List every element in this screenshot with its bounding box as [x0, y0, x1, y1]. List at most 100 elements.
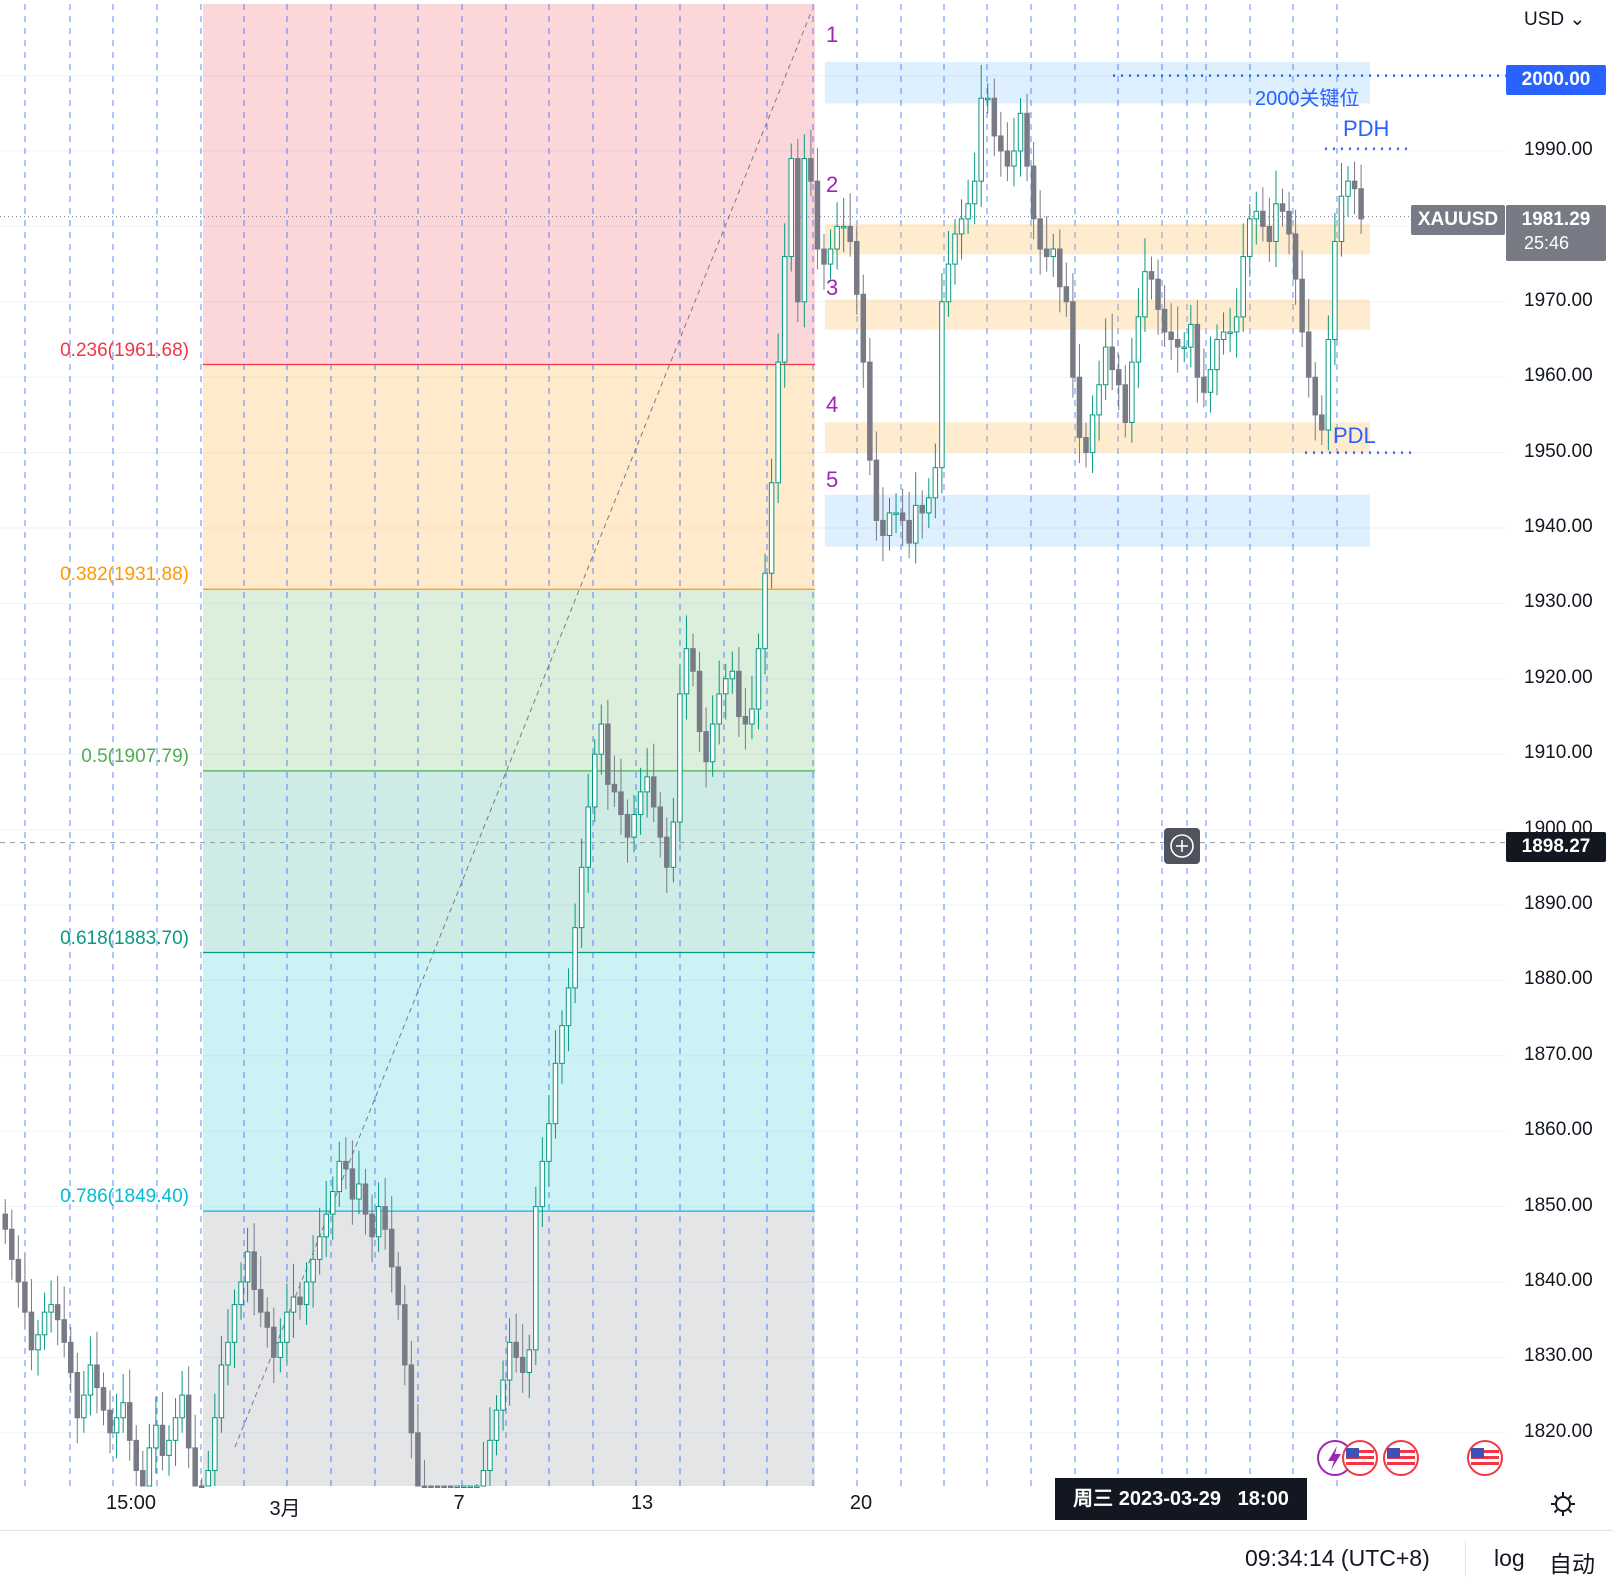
- candle-body: [618, 791, 624, 816]
- candle-body: [906, 519, 912, 544]
- candle-body: [126, 1402, 133, 1441]
- currency-selector[interactable]: USD ⌄: [1524, 8, 1585, 31]
- candle-body: [1089, 414, 1096, 454]
- candle-body: [860, 293, 867, 363]
- price-axis-label: 1960.00: [1524, 365, 1593, 387]
- price-zone: [825, 422, 1370, 453]
- candle-body: [395, 1266, 401, 1306]
- candle-body: [1266, 225, 1273, 242]
- candle-body: [664, 836, 670, 868]
- candle-body: [1070, 301, 1076, 378]
- candle-body: [1142, 271, 1148, 318]
- candle-body: [611, 783, 618, 793]
- candle-body: [893, 512, 899, 515]
- candle-body: [644, 776, 650, 793]
- time-axis-label: 7: [453, 1492, 465, 1514]
- candle-body: [912, 504, 919, 544]
- candle-body: [487, 1439, 493, 1471]
- candle-body: [1122, 384, 1129, 423]
- candle-body: [1076, 376, 1083, 439]
- price-axis-label: 1970.00: [1524, 289, 1593, 311]
- candle-body: [729, 670, 736, 680]
- candle-body: [1358, 188, 1364, 220]
- candle-body: [834, 225, 840, 250]
- candle-body: [251, 1251, 257, 1291]
- candle-body: [1168, 331, 1174, 340]
- candle-body: [1253, 210, 1260, 220]
- candle-body: [212, 1417, 218, 1471]
- clock[interactable]: 09:34:14 (UTC+8): [1245, 1545, 1430, 1571]
- candle-body: [1188, 323, 1194, 348]
- candle-body: [28, 1311, 35, 1351]
- price-axis-label: 1850.00: [1524, 1194, 1593, 1216]
- candle-body: [1017, 112, 1024, 152]
- candle-body: [1260, 210, 1266, 227]
- candle-body: [899, 512, 906, 521]
- candle-body: [336, 1160, 343, 1193]
- price-axis-label: 1830.00: [1524, 1345, 1593, 1367]
- candle-body: [74, 1371, 81, 1419]
- price-zone: [825, 224, 1370, 255]
- bottom-toolbar: 09:34:14 (UTC+8) log 自动: [0, 1530, 1613, 1587]
- price-axis-label: 1840.00: [1524, 1270, 1593, 1291]
- candle-body: [1155, 278, 1161, 310]
- candle-body: [61, 1319, 67, 1343]
- candle-body: [408, 1364, 415, 1434]
- price-axis-label: 1920.00: [1524, 666, 1593, 688]
- event-icons[interactable]: [1315, 1437, 1505, 1479]
- candle-body: [369, 1213, 375, 1238]
- auto-toggle[interactable]: 自动: [1549, 1551, 1595, 1577]
- price-zone: [825, 62, 1370, 104]
- settings-button[interactable]: [1549, 1490, 1577, 1518]
- last-price-tag: 1981.29 25:46: [1506, 205, 1606, 261]
- plus-circle-icon: [1170, 834, 1194, 858]
- fib-level-label: 0.786(1849.40): [60, 1186, 189, 1208]
- candle-body: [323, 1213, 329, 1238]
- us-flag-icon[interactable]: [1467, 1440, 1503, 1476]
- candle-body: [415, 1432, 421, 1487]
- candle-body: [867, 361, 873, 461]
- candle-body: [814, 180, 821, 250]
- fib-level-label: 0.236(1961.68): [60, 339, 189, 361]
- fib-level-label: 0.618(1883.70): [60, 927, 189, 949]
- candle-body: [1201, 376, 1207, 393]
- candle-body: [736, 670, 742, 718]
- candle-body: [1233, 316, 1240, 333]
- wave-label: 3: [826, 275, 839, 300]
- candle-body: [1102, 346, 1109, 386]
- candle-body: [1174, 339, 1181, 348]
- chevron-down-icon: ⌄: [1569, 9, 1586, 30]
- time-axis-label: 15:00: [105, 1492, 157, 1514]
- candle-body: [598, 723, 605, 755]
- price-axis-label: 1860.00: [1524, 1119, 1593, 1141]
- candle-body: [801, 158, 808, 303]
- key-price-tag: 2000.00: [1506, 65, 1606, 95]
- us-flag-icon[interactable]: [1383, 1440, 1419, 1476]
- candle-body: [441, 1485, 447, 1488]
- candle-body: [68, 1341, 74, 1373]
- candle-body: [1214, 339, 1220, 371]
- candle-body: [559, 1025, 565, 1064]
- price-axis-label: 1880.00: [1524, 968, 1593, 990]
- candle-body: [218, 1364, 225, 1419]
- pdh-label: PDH: [1343, 116, 1390, 141]
- us-flag-icon[interactable]: [1342, 1440, 1378, 1476]
- price-axis-label: 1820.00: [1524, 1420, 1593, 1442]
- candle-body: [192, 1447, 198, 1487]
- candle-body: [1181, 346, 1187, 350]
- candle-body: [1338, 195, 1345, 242]
- candle-body: [140, 1470, 146, 1487]
- chart-canvas[interactable]: [0, 0, 1613, 1530]
- crosshair-plus-button[interactable]: [1164, 828, 1200, 864]
- candle-body: [965, 203, 971, 220]
- candle-body: [533, 1206, 539, 1351]
- log-toggle[interactable]: log: [1494, 1545, 1525, 1571]
- time-axis-label: 20: [849, 1492, 873, 1514]
- candle-body: [847, 225, 853, 242]
- candle-body: [578, 866, 585, 929]
- candle-body: [1319, 414, 1325, 431]
- fib-level-label: 0.382(1931.88): [60, 564, 189, 586]
- candle-body: [546, 1123, 552, 1162]
- candle-body: [572, 927, 578, 989]
